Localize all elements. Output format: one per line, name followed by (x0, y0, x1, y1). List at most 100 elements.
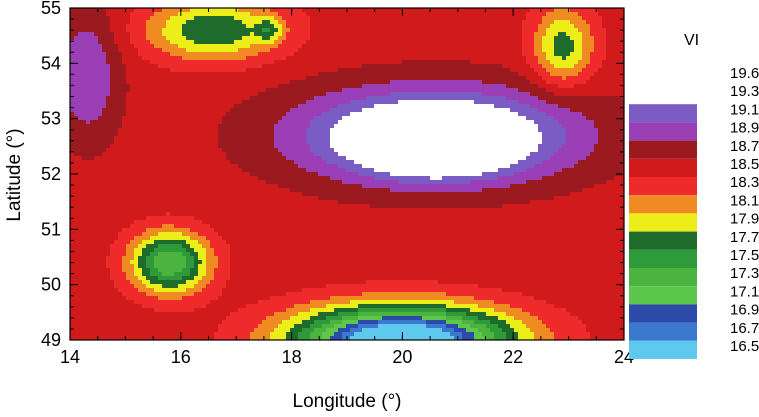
contour-cell (622, 24, 624, 28)
contour-cell (278, 72, 282, 76)
contour-cell (462, 104, 466, 108)
contour-cell (178, 128, 182, 132)
contour-cell (354, 112, 358, 116)
contour-cell (198, 16, 202, 20)
contour-cell (494, 80, 498, 84)
contour-cell (606, 100, 610, 104)
contour-cell (286, 144, 290, 148)
contour-cell (110, 148, 114, 152)
contour-cell (274, 76, 278, 80)
contour-cell (126, 116, 130, 120)
contour-cell (190, 84, 194, 88)
contour-cell (618, 32, 622, 36)
contour-cell (522, 116, 526, 120)
contour-cell (458, 104, 462, 108)
contour-cell (518, 92, 522, 96)
contour-cell (402, 132, 406, 136)
contour-cell (582, 108, 586, 112)
contour-cell (358, 52, 362, 56)
contour-cell (74, 44, 78, 48)
contour-cell (558, 116, 562, 120)
contour-cell (82, 108, 86, 112)
contour-cell (370, 16, 374, 20)
contour-cell (194, 16, 198, 20)
contour-cell (206, 76, 210, 80)
contour-cell (510, 36, 514, 40)
contour-cell (138, 36, 142, 40)
contour-cell (458, 20, 462, 24)
contour-cell (218, 88, 222, 92)
contour-cell (486, 40, 490, 44)
contour-cell (510, 56, 514, 60)
contour-cell (422, 120, 426, 124)
contour-cell (258, 72, 262, 76)
contour-cell (394, 108, 398, 112)
contour-cell (298, 88, 302, 92)
contour-cell (334, 8, 338, 12)
contour-cell (518, 44, 522, 48)
contour-cell (510, 12, 514, 16)
contour-cell (566, 8, 570, 12)
contour-cell (482, 8, 486, 12)
contour-cell (598, 8, 602, 12)
contour-cell (290, 24, 294, 28)
contour-cell (394, 136, 398, 140)
contour-cell (390, 8, 394, 12)
contour-cell (574, 52, 578, 56)
contour-cell (578, 124, 582, 128)
contour-cell (158, 72, 162, 76)
contour-cell (610, 144, 614, 148)
contour-cell (590, 28, 594, 32)
contour-cell (210, 84, 214, 88)
contour-cell (462, 116, 466, 120)
contour-cell (454, 64, 458, 68)
contour-cell (614, 56, 618, 60)
contour-cell (490, 40, 494, 44)
contour-cell (118, 76, 122, 80)
contour-cell (166, 112, 170, 116)
contour-cell (146, 44, 150, 48)
contour-cell (178, 12, 182, 16)
contour-cell (466, 60, 470, 64)
contour-cell (158, 48, 162, 52)
contour-cell (546, 112, 550, 116)
contour-cell (134, 132, 138, 136)
contour-cell (354, 88, 358, 92)
contour-cell (522, 140, 526, 144)
contour-cell (206, 144, 210, 148)
contour-cell (470, 24, 474, 28)
contour-cell (314, 92, 318, 96)
contour-cell (498, 124, 502, 128)
contour-cell (458, 36, 462, 40)
contour-cell (618, 52, 622, 56)
contour-cell (550, 48, 554, 52)
contour-cell (434, 140, 438, 144)
contour-cell (574, 32, 578, 36)
contour-cell (346, 16, 350, 20)
contour-cell (150, 72, 154, 76)
contour-cell (582, 8, 586, 12)
contour-cell (322, 40, 326, 44)
contour-cell (538, 48, 542, 52)
contour-cell (78, 24, 82, 28)
contour-cell (610, 32, 614, 36)
contour-cell (290, 32, 294, 36)
contour-cell (582, 36, 586, 40)
contour-cell (118, 68, 122, 72)
contour-cell (606, 52, 610, 56)
contour-cell (458, 48, 462, 52)
contour-cell (194, 108, 198, 112)
contour-cell (142, 88, 146, 92)
contour-cell (478, 68, 482, 72)
contour-cell (518, 148, 522, 152)
contour-cell (234, 40, 238, 44)
contour-cell (226, 96, 230, 100)
contour-cell (506, 68, 510, 72)
contour-cell (510, 32, 514, 36)
contour-cell (570, 12, 574, 16)
contour-cell (506, 40, 510, 44)
contour-cell (106, 104, 110, 108)
contour-cell (514, 88, 518, 92)
contour-cell (530, 56, 534, 60)
contour-cell (354, 84, 358, 88)
